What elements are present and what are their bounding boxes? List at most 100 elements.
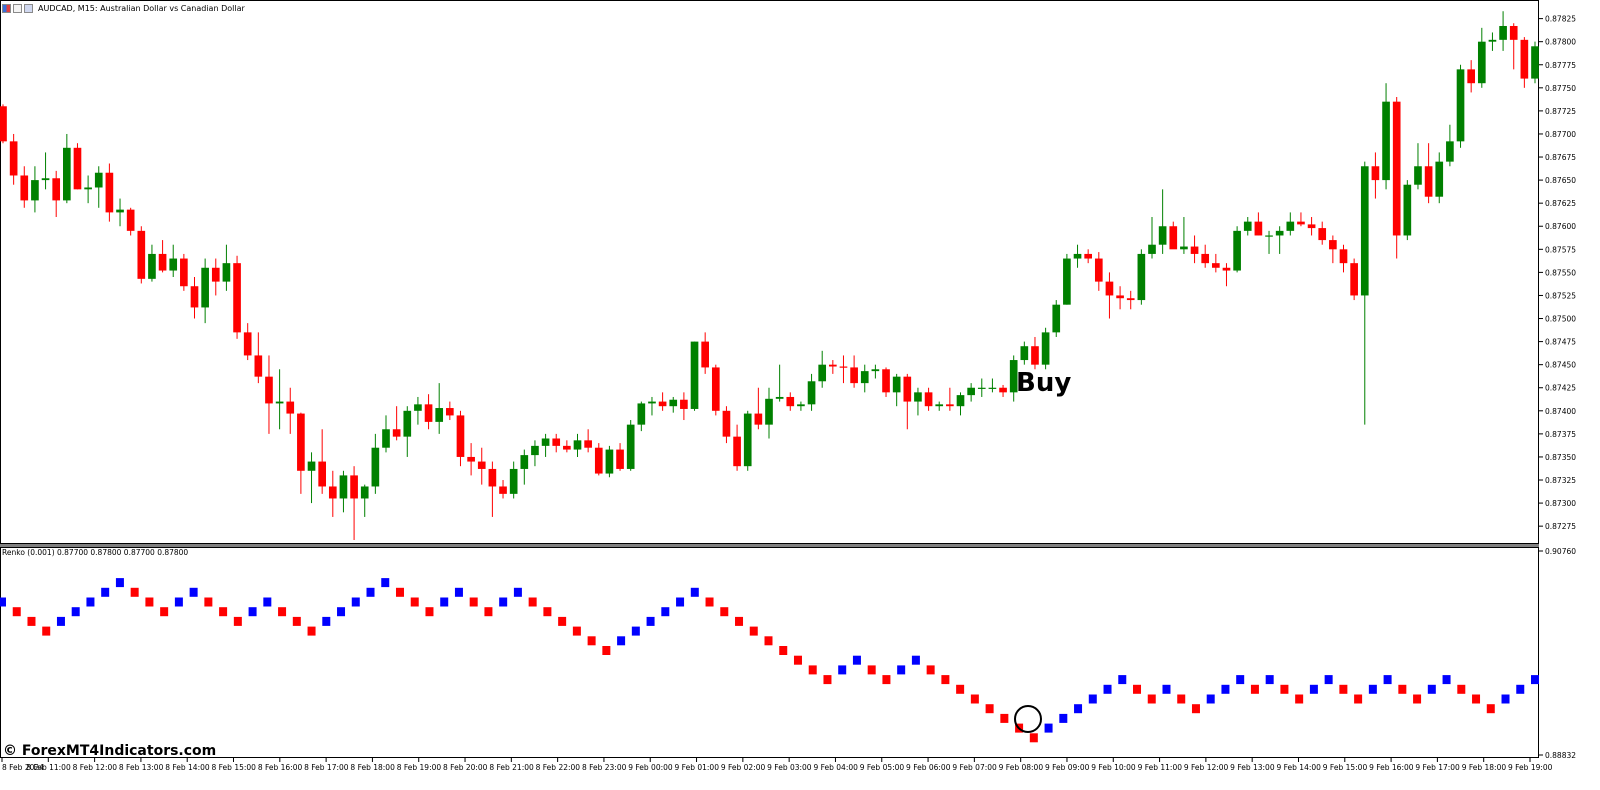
- candle: [914, 387, 922, 416]
- renko-brick: [617, 636, 626, 646]
- renko-brick: [86, 597, 95, 607]
- time-tick-label: 8 Feb 17:00: [304, 763, 349, 772]
- candle: [435, 383, 444, 434]
- price-axis[interactable]: 0.87825 0.87800 0.87775 0.87750 0.87725 0.877…: [1539, 15, 1576, 532]
- candle-body: [1148, 244, 1156, 254]
- candle: [1446, 124, 1454, 167]
- candle: [286, 387, 295, 434]
- candle-body: [9, 141, 18, 176]
- renko-brick: [513, 587, 522, 597]
- candle: [860, 364, 869, 393]
- candle: [1318, 221, 1327, 245]
- candle-body: [0, 106, 7, 142]
- candle-body: [1212, 263, 1220, 268]
- candle-body: [31, 180, 39, 201]
- chart-type-icon[interactable]: [2, 4, 11, 13]
- candle: [94, 166, 103, 208]
- properties-icon[interactable]: [24, 4, 33, 13]
- renko-brick: [189, 587, 198, 597]
- candle-body: [1307, 224, 1316, 229]
- candle: [733, 424, 741, 471]
- price-tick-label: 0.87800: [1545, 38, 1576, 47]
- candle: [137, 226, 146, 284]
- candle: [382, 415, 390, 453]
- candle: [967, 383, 975, 402]
- candle: [1424, 143, 1433, 204]
- renko-brick: [0, 597, 6, 607]
- candle: [265, 355, 273, 434]
- price-tick-label: 0.87275: [1545, 522, 1576, 531]
- candle: [222, 244, 231, 291]
- candle: [924, 387, 933, 411]
- candle: [1063, 253, 1071, 305]
- renko-brick: [454, 587, 463, 597]
- candle-body: [797, 404, 805, 407]
- candle-body: [1382, 101, 1390, 181]
- renko-brick: [322, 616, 331, 626]
- time-tick-label: 8 Feb 19:00: [397, 763, 442, 772]
- candle: [148, 244, 156, 282]
- candle: [711, 364, 720, 416]
- candle-body: [1467, 69, 1475, 84]
- price-tick-label: 0.87825: [1545, 15, 1576, 24]
- candle-body: [456, 415, 465, 457]
- candle: [1020, 341, 1029, 365]
- renko-brick: [484, 607, 493, 617]
- candle: [1531, 41, 1539, 84]
- price-tick-label: 0.87775: [1545, 61, 1576, 70]
- renko-brick: [469, 597, 478, 607]
- price-tick-label: 0.87750: [1545, 84, 1576, 93]
- candle-body: [520, 455, 529, 469]
- candle-body: [711, 367, 720, 411]
- renko-brick: [278, 607, 287, 617]
- renko-brick: [115, 578, 124, 588]
- candle-body: [52, 178, 61, 201]
- candle: [946, 387, 954, 411]
- renko-brick: [1206, 694, 1215, 704]
- candle-body: [1509, 25, 1518, 40]
- candle: [1052, 300, 1061, 337]
- candle-body: [1477, 41, 1486, 84]
- main-chart-frame: [0, 0, 1539, 544]
- time-tick-label: 9 Feb 10:00: [1091, 763, 1136, 772]
- candle: [392, 406, 401, 441]
- renko-indicator-title: Renko (0.001) 0.87700 0.87800 0.87700 0.…: [2, 548, 189, 557]
- candle-body: [1190, 246, 1199, 254]
- candle: [0, 104, 7, 144]
- candle-body: [446, 408, 454, 416]
- renko-brick: [1000, 713, 1009, 723]
- renko-brick: [1457, 684, 1466, 694]
- candle-body: [1020, 346, 1029, 361]
- candle-body: [605, 449, 614, 474]
- renko-brick: [337, 607, 346, 617]
- candle: [1456, 64, 1465, 148]
- renko-brick: [160, 607, 169, 617]
- candle: [1190, 235, 1199, 264]
- candle-body: [1520, 39, 1529, 79]
- candle-body: [509, 468, 518, 494]
- candle-body: [467, 456, 475, 462]
- candle: [414, 396, 422, 425]
- window-icon[interactable]: [13, 4, 22, 13]
- candle-body: [680, 399, 688, 409]
- candle-body: [924, 392, 933, 407]
- candle: [956, 392, 965, 416]
- candle-body: [297, 413, 305, 471]
- pane-separator[interactable]: [0, 544, 1539, 547]
- candle: [243, 323, 252, 361]
- candle-body: [690, 341, 699, 409]
- candle-body: [584, 440, 592, 448]
- renko-brick: [292, 616, 301, 626]
- candle: [371, 433, 380, 494]
- candle: [818, 350, 827, 388]
- candle-body: [946, 404, 954, 407]
- renko-brick: [1442, 675, 1451, 685]
- candle: [211, 258, 220, 296]
- renko-brick: [1044, 723, 1053, 733]
- candle: [669, 396, 678, 413]
- time-tick-label: 9 Feb 16:00: [1369, 763, 1414, 772]
- renko-brick: [1427, 684, 1436, 694]
- candle: [977, 378, 986, 397]
